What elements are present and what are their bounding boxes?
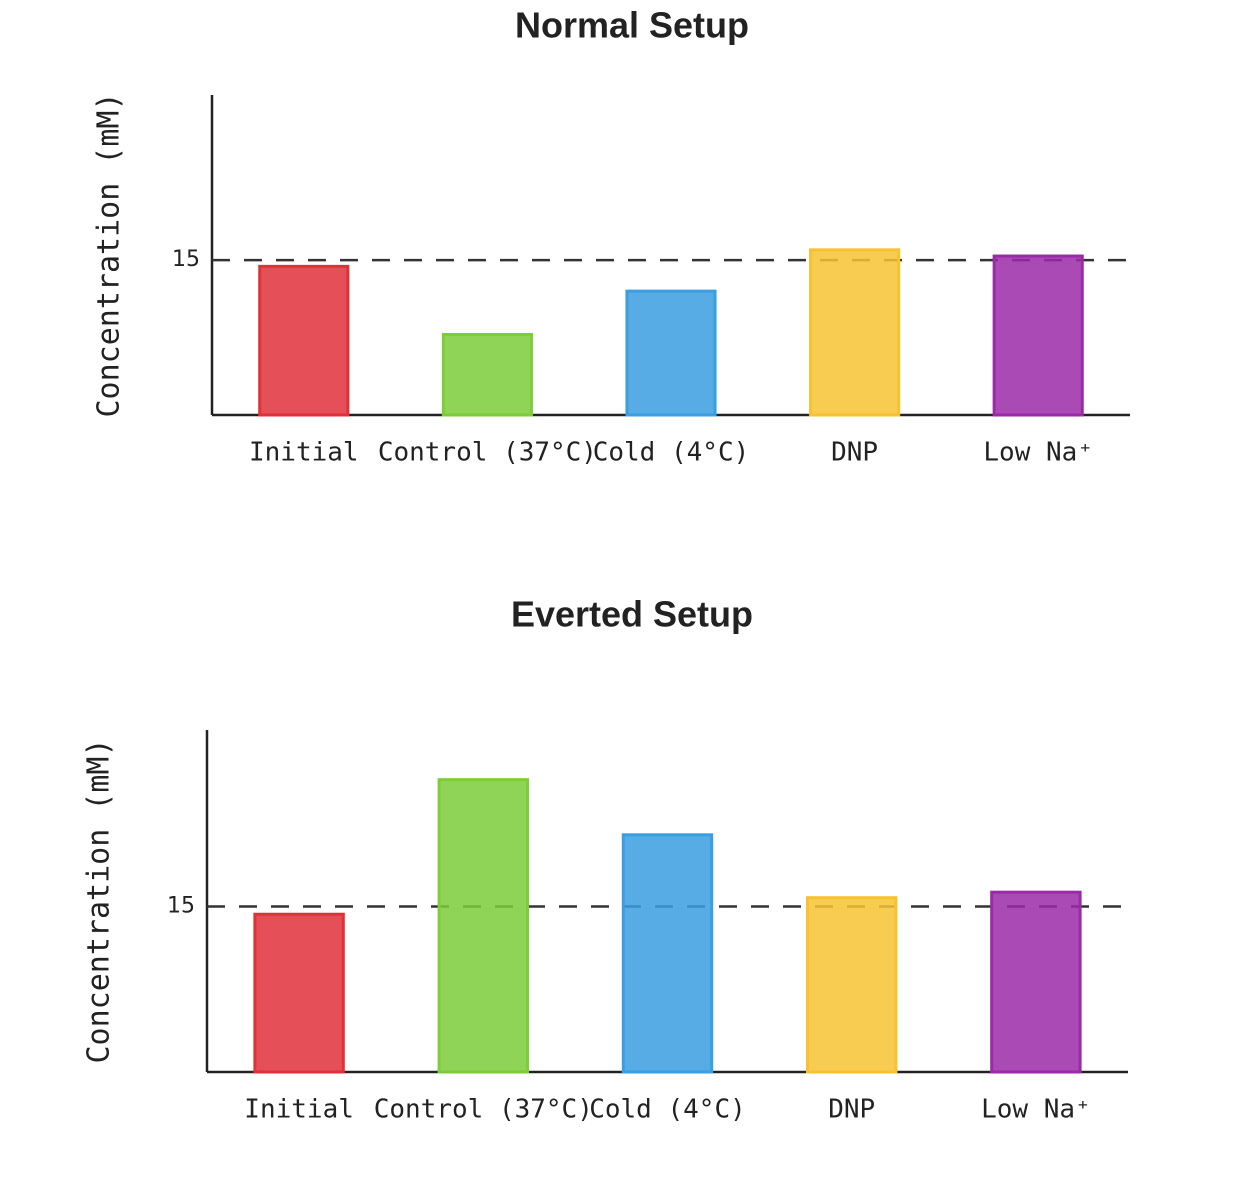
x-tick-label: Control (37°C): [374, 1095, 593, 1125]
bar: [990, 890, 1082, 1074]
chart-title: Everted Setup: [511, 594, 753, 635]
y-axis-label: Concentration (mM): [92, 92, 127, 417]
x-tick-label: DNP: [831, 438, 878, 468]
bar: [992, 254, 1084, 417]
y-tick-label: 15: [167, 894, 195, 919]
bar: [809, 248, 901, 417]
x-tick-label: DNP: [828, 1095, 875, 1125]
bar: [805, 896, 898, 1074]
chart-title: Normal Setup: [515, 5, 749, 46]
y-tick-label: 15: [172, 247, 200, 272]
x-tick-label: Low Na⁺: [981, 1095, 1091, 1125]
bar: [253, 912, 345, 1074]
x-tick-label: Initial: [244, 1095, 354, 1125]
bar: [441, 332, 533, 417]
x-tick-label: Cold (4°C): [589, 1095, 746, 1125]
bar: [437, 778, 530, 1074]
x-tick-label: Control (37°C): [378, 438, 597, 468]
x-tick-label: Initial: [249, 438, 359, 468]
y-axis-label: Concentration (mM): [82, 738, 117, 1063]
x-tick-label: Cold (4°C): [593, 438, 750, 468]
bar: [258, 264, 350, 417]
x-tick-label: Low Na⁺: [983, 438, 1093, 468]
bar: [625, 289, 717, 417]
bar: [621, 833, 714, 1074]
